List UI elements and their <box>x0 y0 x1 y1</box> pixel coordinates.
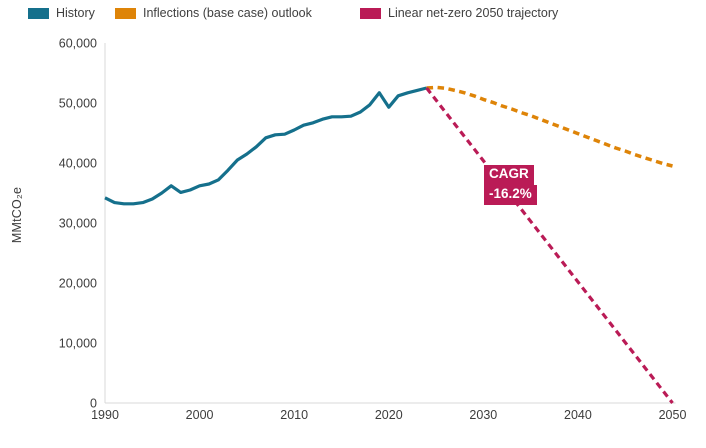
history-swatch-icon <box>28 7 49 19</box>
cagr-callout: CAGR -16.2% <box>484 165 537 205</box>
cagr-callout-line2: -16.2% <box>484 184 537 205</box>
legend-label-outlook: Inflections (base case) outlook <box>143 6 312 20</box>
legend-label-netzero: Linear net-zero 2050 trajectory <box>388 6 559 20</box>
series-history <box>104 86 427 206</box>
legend-label-history: History <box>56 6 95 20</box>
series-linear-net-zero-2050-trajectory <box>425 87 674 404</box>
cagr-callout-line1: CAGR <box>484 165 534 185</box>
y-tick-label: 10,000 <box>59 337 97 351</box>
legend-item-netzero: Linear net-zero 2050 trajectory <box>360 6 558 20</box>
legend-item-history: History <box>28 6 95 20</box>
y-tick-label: 60,000 <box>59 37 97 51</box>
y-tick-label: 50,000 <box>59 97 97 111</box>
legend-item-outlook: Inflections (base case) outlook <box>115 6 312 20</box>
y-tick-label: 20,000 <box>59 277 97 291</box>
y-tick-label: 30,000 <box>59 217 97 231</box>
x-tick-label: 2040 <box>564 408 592 422</box>
y-tick-label: 0 <box>90 397 97 411</box>
x-tick-label: 2030 <box>469 408 497 422</box>
x-tick-label: 2010 <box>280 408 308 422</box>
x-tick-label: 2020 <box>375 408 403 422</box>
x-tick-label: 2000 <box>186 408 214 422</box>
x-tick-label: 1990 <box>91 408 119 422</box>
x-tick-label: 2050 <box>659 408 687 422</box>
series-inflections-base-case-outlook <box>426 85 673 168</box>
y-tick-label: 40,000 <box>59 157 97 171</box>
netzero-swatch-icon <box>360 7 381 19</box>
outlook-swatch-icon <box>115 7 136 19</box>
